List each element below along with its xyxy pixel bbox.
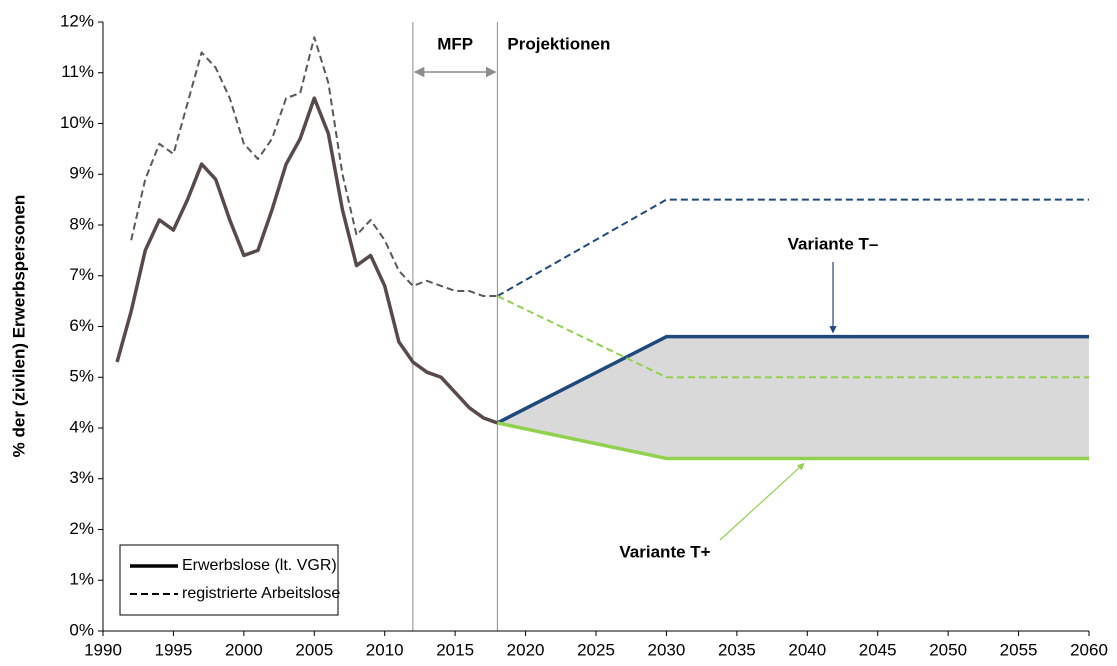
- period-label: Projektionen: [507, 34, 610, 53]
- period-label: MFP: [437, 34, 473, 53]
- annotation: Variante T–: [788, 234, 879, 253]
- series-line: [496, 198, 1089, 297]
- y-tick-label: 10%: [60, 113, 94, 132]
- y-tick-label: 12%: [60, 11, 94, 30]
- y-tick-label: 3%: [69, 468, 94, 487]
- y-tick-label: 11%: [61, 62, 94, 81]
- x-tick-label: 2040: [788, 640, 826, 659]
- x-tick-label: 2000: [225, 640, 263, 659]
- x-tick-label: 1995: [155, 640, 193, 659]
- y-tick-label: 9%: [69, 164, 94, 183]
- series-line: [115, 96, 498, 425]
- series-line: [496, 334, 1089, 425]
- x-tick-label: 2030: [648, 640, 686, 659]
- x-tick-label: 2020: [507, 640, 545, 659]
- y-tick-label: 2%: [69, 519, 94, 538]
- annotation: Variante T+: [619, 542, 710, 561]
- x-tick-label: 2045: [859, 640, 897, 659]
- annotation-arrow: [719, 462, 805, 541]
- y-tick-label: 1%: [69, 570, 94, 589]
- x-tick-label: 2025: [577, 640, 615, 659]
- y-tick-label: 4%: [69, 417, 94, 436]
- legend-label: registrierte Arbeitslose: [182, 585, 340, 602]
- y-tick-label: 8%: [69, 214, 94, 233]
- series-line: [497, 421, 1089, 461]
- x-tick-label: 2005: [295, 640, 333, 659]
- y-tick-label: 5%: [69, 367, 94, 386]
- x-tick-label: 1990: [84, 640, 122, 659]
- y-tick-label: 6%: [69, 316, 94, 335]
- x-tick-label: 2060: [1070, 640, 1108, 659]
- y-axis-label: % der (zivilen) Erwerbspersonen: [9, 195, 28, 458]
- series-line: [496, 295, 1089, 379]
- projection-band: [497, 336, 1089, 459]
- series-line: [130, 36, 498, 298]
- y-tick-label: 0%: [69, 620, 94, 639]
- x-tick-label: 2055: [1000, 640, 1038, 659]
- x-tick-label: 2010: [366, 640, 404, 659]
- legend-label: Erwerbslose (lt. VGR): [182, 557, 337, 574]
- x-tick-label: 2050: [929, 640, 967, 659]
- x-tick-label: 2015: [436, 640, 474, 659]
- legend-box: [119, 544, 339, 616]
- y-tick-label: 7%: [69, 265, 94, 284]
- x-tick-label: 2035: [718, 640, 756, 659]
